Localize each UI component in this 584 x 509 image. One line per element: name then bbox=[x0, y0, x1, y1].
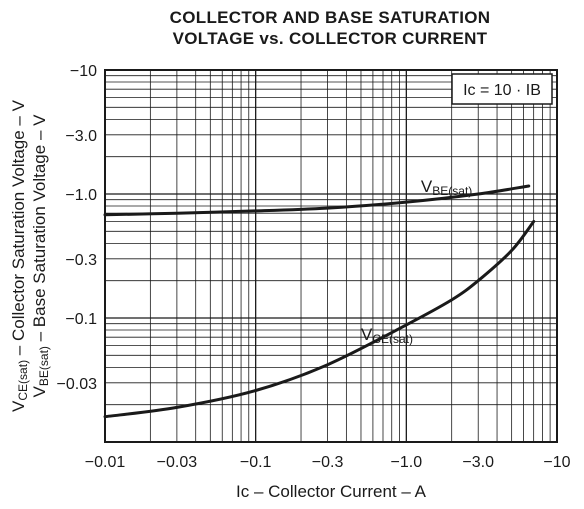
y-tick-label: −3.0 bbox=[65, 128, 97, 145]
vbe-sat-curve bbox=[103, 184, 531, 217]
x-axis-label: Ic – Collector Current – A bbox=[236, 482, 427, 501]
x-tick-label: −0.1 bbox=[240, 454, 272, 471]
x-tick-label: −0.03 bbox=[157, 454, 198, 471]
annotation-text: Ic = 10 · IB bbox=[463, 82, 541, 99]
y-tick-label: −10 bbox=[70, 63, 97, 80]
chart-subtitle: VOLTAGE vs. COLLECTOR CURRENT bbox=[172, 29, 488, 48]
label-layer: VBE(sat) VCE(sat) Ic = 10 · IB Ic – Collect… bbox=[9, 73, 553, 501]
x-tick-label: −0.3 bbox=[312, 454, 344, 471]
x-tick-label: −10 bbox=[543, 454, 570, 471]
vce-sat-curve bbox=[103, 220, 536, 419]
grid bbox=[105, 70, 557, 442]
y-tick-label: −1.0 bbox=[65, 187, 97, 204]
y-axis-ticks: −10 −3.0 −1.0 −0.3 −0.1 −0.03 bbox=[57, 63, 98, 393]
plot-border bbox=[104, 69, 558, 443]
x-tick-label: −1.0 bbox=[391, 454, 423, 471]
y-axis-label-line1: VCE(sat) – Collector Saturation Voltage … bbox=[9, 99, 30, 412]
vce-sat-label: VCE(sat) bbox=[361, 325, 413, 346]
x-tick-label: −0.01 bbox=[85, 454, 126, 471]
annotation-box bbox=[451, 73, 553, 105]
y-axis-label-line2: VBE(sat) – Base Saturation Voltage – V bbox=[30, 114, 51, 398]
vbe-sat-label: VBE(sat) bbox=[421, 177, 472, 198]
x-tick-label: −3.0 bbox=[462, 454, 494, 471]
y-tick-label: −0.3 bbox=[65, 252, 97, 269]
series-layer bbox=[103, 184, 536, 419]
y-tick-label: −0.03 bbox=[57, 376, 98, 393]
y-tick-label: −0.1 bbox=[65, 311, 97, 328]
chart-title: COLLECTOR AND BASE SATURATION bbox=[169, 8, 491, 27]
x-axis-ticks: −0.01 −0.03 −0.1 −0.3 −1.0 −3.0 −10 bbox=[85, 454, 571, 471]
